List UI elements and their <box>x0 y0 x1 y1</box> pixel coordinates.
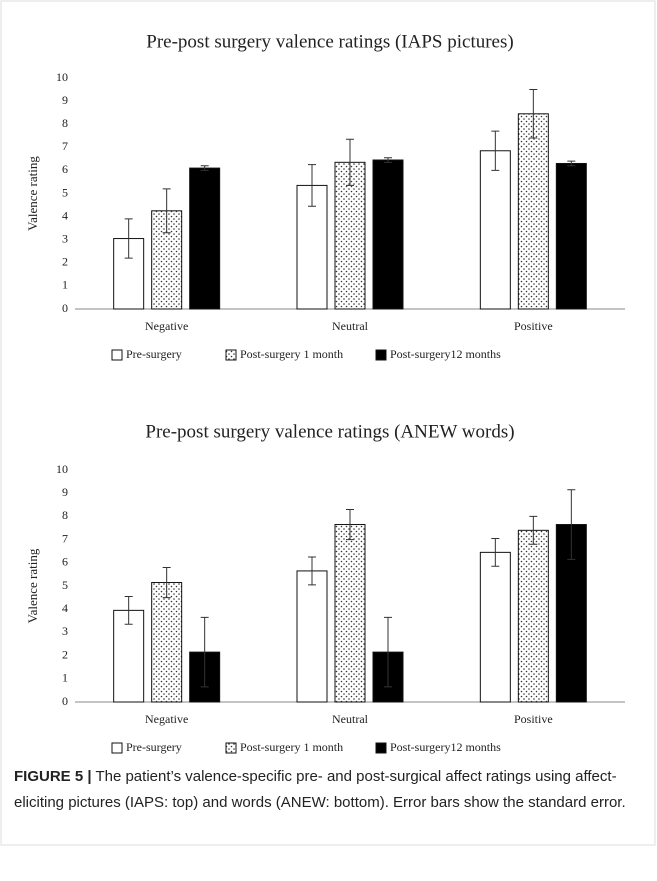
error-bar <box>200 165 209 171</box>
error-bar <box>529 515 538 545</box>
error-bar <box>491 537 500 567</box>
bar <box>113 609 145 703</box>
x-tick-label: Neutral <box>332 319 369 333</box>
y-axis-label: Valence rating <box>25 156 40 231</box>
y-tick-label: 7 <box>62 531 68 545</box>
y-tick-label: 10 <box>56 70 68 84</box>
error-bar <box>200 616 209 688</box>
error-bar <box>308 164 316 207</box>
bar <box>517 113 549 310</box>
y-axis-label: Valence rating <box>25 548 40 623</box>
x-tick-label: Negative <box>145 319 188 333</box>
bar <box>479 551 511 703</box>
x-tick-label: Negative <box>145 712 188 726</box>
legend-label: Pre-surgery <box>126 347 182 361</box>
error-bar <box>346 508 354 541</box>
error-bar <box>384 157 392 163</box>
bar <box>555 162 587 310</box>
legend-swatch <box>375 742 387 754</box>
legend-label: Post-surgery 1 month <box>240 740 343 754</box>
error-bar <box>124 595 133 625</box>
bar <box>334 161 366 310</box>
bar <box>372 159 404 310</box>
x-tick-label: Neutral <box>332 712 369 726</box>
y-tick-label: 1 <box>62 278 68 292</box>
y-tick-label: 2 <box>62 255 68 269</box>
error-bar <box>529 89 538 139</box>
error-bar <box>308 556 316 586</box>
y-tick-label: 3 <box>62 624 68 638</box>
y-tick-label: 9 <box>62 93 68 107</box>
legend-label: Pre-surgery <box>126 740 182 754</box>
legend-swatch <box>225 349 237 361</box>
legend-label: Post-surgery 1 month <box>240 347 343 361</box>
legend-swatch <box>375 349 387 361</box>
y-tick-label: 8 <box>62 116 68 130</box>
legend-label: Post-surgery12 months <box>390 347 501 361</box>
error-bar <box>567 489 576 560</box>
error-bar <box>384 616 392 688</box>
error-bar <box>346 138 354 186</box>
y-tick-label: 10 <box>56 462 68 476</box>
bar <box>296 570 328 703</box>
caption: FIGURE 5 | The patient’s valence-specifi… <box>14 764 644 816</box>
legend-swatch <box>111 349 123 361</box>
y-tick-label: 9 <box>62 485 68 499</box>
error-bar <box>124 218 133 259</box>
y-tick-label: 0 <box>62 301 68 315</box>
y-tick-label: 4 <box>62 601 68 615</box>
y-tick-label: 2 <box>62 647 68 661</box>
legend-swatch <box>225 742 237 754</box>
chart-title: Pre-post surgery valence ratings (IAPS p… <box>146 31 513 52</box>
error-bar <box>491 130 500 171</box>
error-bar <box>162 566 171 599</box>
x-tick-label: Positive <box>514 319 553 333</box>
y-tick-label: 5 <box>62 185 68 199</box>
y-tick-label: 4 <box>62 208 68 222</box>
caption-text: The patient’s valence-specific pre- and … <box>14 768 626 811</box>
y-tick-label: 8 <box>62 508 68 522</box>
bar <box>479 150 511 310</box>
y-tick-label: 1 <box>62 671 68 685</box>
y-tick-label: 5 <box>62 578 68 592</box>
frame <box>0 0 656 846</box>
x-tick-label: Positive <box>514 712 553 726</box>
caption-label: FIGURE 5 | <box>14 768 92 785</box>
y-tick-label: 3 <box>62 231 68 245</box>
legend-label: Post-surgery12 months <box>390 740 501 754</box>
error-bar <box>567 160 576 167</box>
bar <box>151 582 183 703</box>
bar <box>189 167 221 310</box>
y-tick-label: 6 <box>62 555 68 569</box>
error-bar <box>162 188 171 234</box>
y-tick-label: 0 <box>62 694 68 708</box>
legend-swatch <box>111 742 123 754</box>
y-tick-label: 7 <box>62 139 68 153</box>
chart-title: Pre-post surgery valence ratings (ANEW w… <box>145 421 514 442</box>
bar <box>517 529 549 703</box>
bar <box>334 524 366 703</box>
y-tick-label: 6 <box>62 162 68 176</box>
